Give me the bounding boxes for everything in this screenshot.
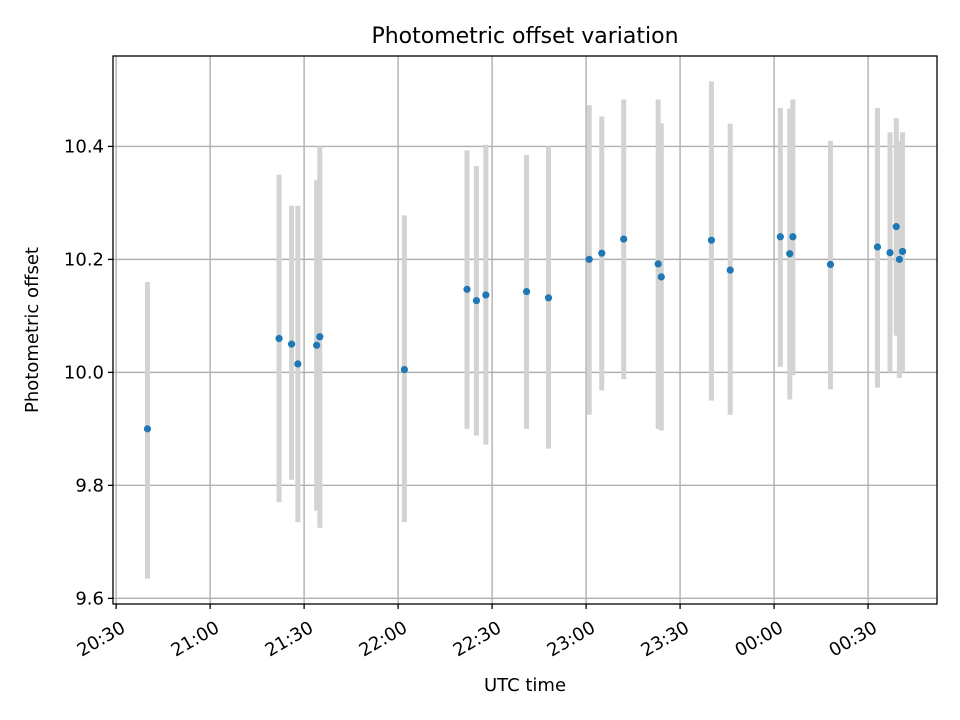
y-axis-label: Photometric offset bbox=[22, 247, 43, 413]
data-point bbox=[886, 249, 894, 257]
data-point bbox=[313, 341, 321, 349]
data-point bbox=[400, 365, 408, 374]
data-point bbox=[789, 233, 797, 241]
data-point bbox=[316, 333, 324, 341]
data-point bbox=[707, 236, 716, 244]
data-point bbox=[620, 235, 628, 243]
point-layer bbox=[143, 223, 907, 433]
data-point bbox=[826, 260, 835, 269]
data-point bbox=[275, 334, 283, 343]
data-point bbox=[776, 233, 784, 241]
plot-frame bbox=[112, 55, 938, 605]
data-point bbox=[654, 260, 662, 268]
data-point bbox=[786, 250, 794, 258]
data-point bbox=[544, 294, 553, 302]
data-point bbox=[482, 291, 490, 299]
data-point bbox=[143, 425, 152, 433]
y-tick-label: 9.6 bbox=[75, 588, 104, 609]
y-tick-label: 10.0 bbox=[64, 362, 104, 383]
data-point bbox=[522, 287, 531, 296]
data-point bbox=[898, 247, 907, 256]
chart-title: Photometric offset variation bbox=[371, 24, 678, 49]
data-point bbox=[472, 297, 481, 305]
data-point bbox=[726, 266, 734, 274]
x-axis-label: UTC time bbox=[484, 675, 566, 696]
data-point bbox=[657, 273, 665, 281]
y-tick-label: 9.8 bbox=[75, 475, 104, 496]
data-point bbox=[598, 249, 606, 257]
data-point bbox=[294, 360, 302, 368]
data-point bbox=[895, 255, 904, 263]
data-point bbox=[585, 255, 593, 263]
data-point bbox=[892, 223, 900, 231]
y-axis-ticks: 9.6 9.8 10.0 10.2 10.4 bbox=[64, 136, 113, 609]
data-point bbox=[463, 285, 471, 293]
data-point bbox=[287, 340, 296, 348]
y-tick-label: 10.2 bbox=[64, 249, 104, 270]
data-point bbox=[873, 243, 882, 251]
y-tick-label: 10.4 bbox=[64, 136, 104, 157]
